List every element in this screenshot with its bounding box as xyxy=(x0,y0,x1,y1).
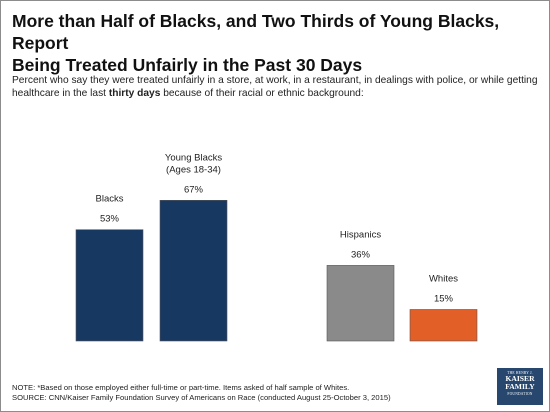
value-label-3: 15% xyxy=(434,294,454,305)
bar-0 xyxy=(75,229,144,342)
subtitle-emphasis: thirty days xyxy=(108,88,161,99)
subtitle-text-end: because of their racial or ethnic backgr… xyxy=(160,88,364,99)
kff-logo: THE HENRY J. KAISER FAMILY FOUNDATION xyxy=(497,368,543,405)
logo-line-2: KAISER xyxy=(505,374,535,383)
value-label-1: 67% xyxy=(184,184,204,195)
note-text: NOTE: *Based on those employed either fu… xyxy=(12,383,350,392)
bar-1 xyxy=(159,200,228,342)
logo-line-3: FAMILY xyxy=(505,382,535,391)
bar-2 xyxy=(326,265,395,342)
source-text: SOURCE: CNN/Kaiser Family Foundation Sur… xyxy=(12,393,391,402)
logo-line-1: THE HENRY J. xyxy=(507,371,533,375)
category-label-1-line-1: (Ages 18-34) xyxy=(166,164,221,175)
chart-title: More than Half of Blacks, and Two Thirds… xyxy=(12,11,500,75)
category-label-2: Hispanics xyxy=(340,229,381,240)
value-label-2: 36% xyxy=(351,249,371,260)
bar-3 xyxy=(409,309,478,342)
logo-line-4: FOUNDATION xyxy=(507,392,533,396)
category-label-1-line-0: Young Blacks xyxy=(165,152,222,163)
chart-subtitle: Percent who say they were treated unfair… xyxy=(12,74,542,100)
subtitle-text-start: Percent who say they were treated unfair… xyxy=(12,75,538,99)
category-label-0: Blacks xyxy=(96,194,124,205)
value-label-0: 53% xyxy=(100,214,120,225)
chart-notes: NOTE: *Based on those employed either fu… xyxy=(12,383,482,403)
category-label-3: Whites xyxy=(429,274,458,285)
